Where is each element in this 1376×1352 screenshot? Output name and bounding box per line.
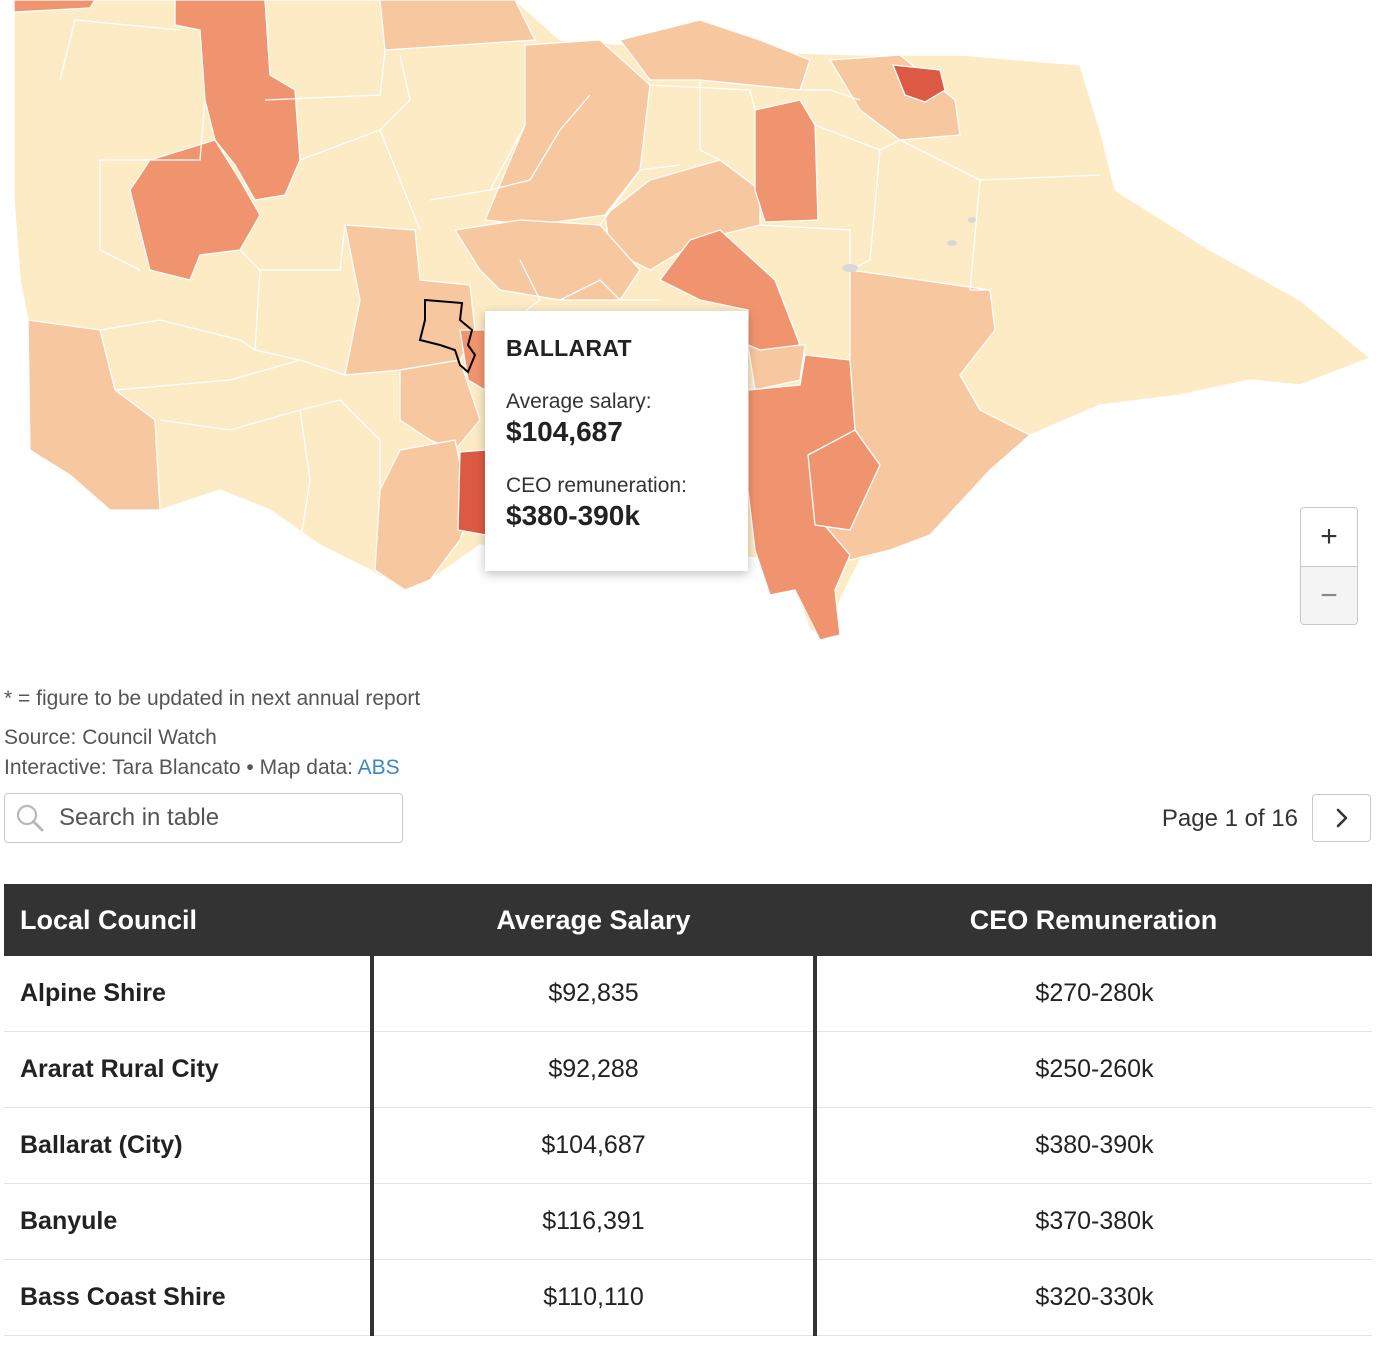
table-row: Ararat Rural City $92,288 $250-260k bbox=[4, 1031, 1372, 1108]
map-region[interactable] bbox=[129, 139, 261, 281]
average-salary: $104,687 bbox=[370, 1107, 815, 1184]
zoom-in-button[interactable]: + bbox=[1320, 520, 1338, 553]
table-row: Banyule $116,391 $370-380k bbox=[4, 1183, 1372, 1260]
council-name: Banyule bbox=[4, 1183, 372, 1260]
next-page-button[interactable] bbox=[1312, 794, 1371, 842]
map-region[interactable] bbox=[379, 0, 537, 51]
tooltip-ceo-value: $380-390k bbox=[506, 500, 640, 531]
tooltip-salary-label: Average salary: bbox=[506, 390, 652, 413]
map-region[interactable] bbox=[457, 449, 487, 536]
council-name: Ararat Rural City bbox=[4, 1031, 372, 1108]
search-icon bbox=[16, 804, 44, 832]
ceo-remuneration: $320-330k bbox=[813, 1259, 1372, 1336]
footnote: * = figure to be updated in next annual … bbox=[4, 687, 421, 710]
map-region[interactable] bbox=[27, 319, 161, 511]
council-name: Ballarat (City) bbox=[4, 1107, 372, 1184]
map-boundaries bbox=[59, 19, 1101, 546]
council-name: Alpine Shire bbox=[4, 956, 372, 1032]
map-region[interactable] bbox=[891, 64, 946, 103]
zoom-out-button[interactable]: − bbox=[1301, 566, 1357, 624]
header-average-salary[interactable]: Average Salary bbox=[372, 884, 815, 956]
lake bbox=[968, 217, 976, 223]
page-indicator: Page 1 of 16 bbox=[1161, 805, 1298, 832]
ceo-remuneration: $370-380k bbox=[813, 1183, 1372, 1260]
tooltip-title: BALLARAT bbox=[506, 335, 632, 361]
map-region[interactable] bbox=[174, 0, 301, 201]
table-row: Ballarat (City) $104,687 $380-390k bbox=[4, 1107, 1372, 1184]
map-region[interactable] bbox=[618, 19, 811, 91]
lake bbox=[947, 240, 957, 246]
table-row: Bass Coast Shire $110,110 $320-330k bbox=[4, 1259, 1372, 1336]
map-region[interactable] bbox=[807, 429, 881, 531]
map-tooltip: BALLARAT Average salary: $104,687 CEO re… bbox=[485, 311, 748, 571]
average-salary: $92,288 bbox=[370, 1031, 815, 1108]
tooltip-ceo-label: CEO remuneration: bbox=[506, 474, 687, 497]
lake bbox=[842, 264, 858, 272]
map-notes: * = figure to be updated in next annual … bbox=[4, 684, 420, 783]
map-region[interactable] bbox=[659, 229, 801, 351]
average-salary: $110,110 bbox=[370, 1259, 815, 1336]
table-header-row: Local Council Average Salary CEO Remuner… bbox=[4, 884, 1372, 956]
ceo-remuneration: $380-390k bbox=[813, 1107, 1372, 1184]
choropleth-map[interactable]: BALLARAT Average salary: $104,687 CEO re… bbox=[0, 0, 1376, 660]
search-box[interactable] bbox=[4, 793, 403, 843]
map-region[interactable] bbox=[754, 99, 819, 223]
map-region[interactable] bbox=[828, 54, 961, 141]
abs-link[interactable]: ABS bbox=[357, 756, 400, 779]
credit-line: Interactive: Tara Blancato • Map data: A… bbox=[4, 753, 420, 783]
map-region[interactable] bbox=[747, 354, 861, 641]
table-row: Alpine Shire $92,835 $270-280k bbox=[4, 956, 1372, 1032]
average-salary: $92,835 bbox=[370, 956, 815, 1032]
ceo-remuneration: $270-280k bbox=[813, 956, 1372, 1032]
header-local-council[interactable]: Local Council bbox=[4, 884, 372, 956]
source-text: Source: Council Watch bbox=[4, 726, 217, 749]
council-table: Local Council Average Salary CEO Remuner… bbox=[4, 884, 1372, 1336]
council-name: Bass Coast Shire bbox=[4, 1259, 372, 1336]
average-salary: $116,391 bbox=[370, 1183, 815, 1260]
zoom-control: + − bbox=[1300, 507, 1358, 625]
ballarat-outline[interactable] bbox=[418, 298, 477, 374]
tooltip-salary-value: $104,687 bbox=[506, 416, 623, 447]
search-input[interactable] bbox=[59, 804, 379, 832]
ceo-remuneration: $250-260k bbox=[813, 1031, 1372, 1108]
map-region[interactable] bbox=[13, 0, 96, 13]
chevron-right-icon bbox=[1336, 808, 1347, 828]
credit-text: Interactive: Tara Blancato • Map data: bbox=[4, 756, 358, 779]
header-ceo-remuneration[interactable]: CEO Remuneration bbox=[815, 884, 1372, 956]
